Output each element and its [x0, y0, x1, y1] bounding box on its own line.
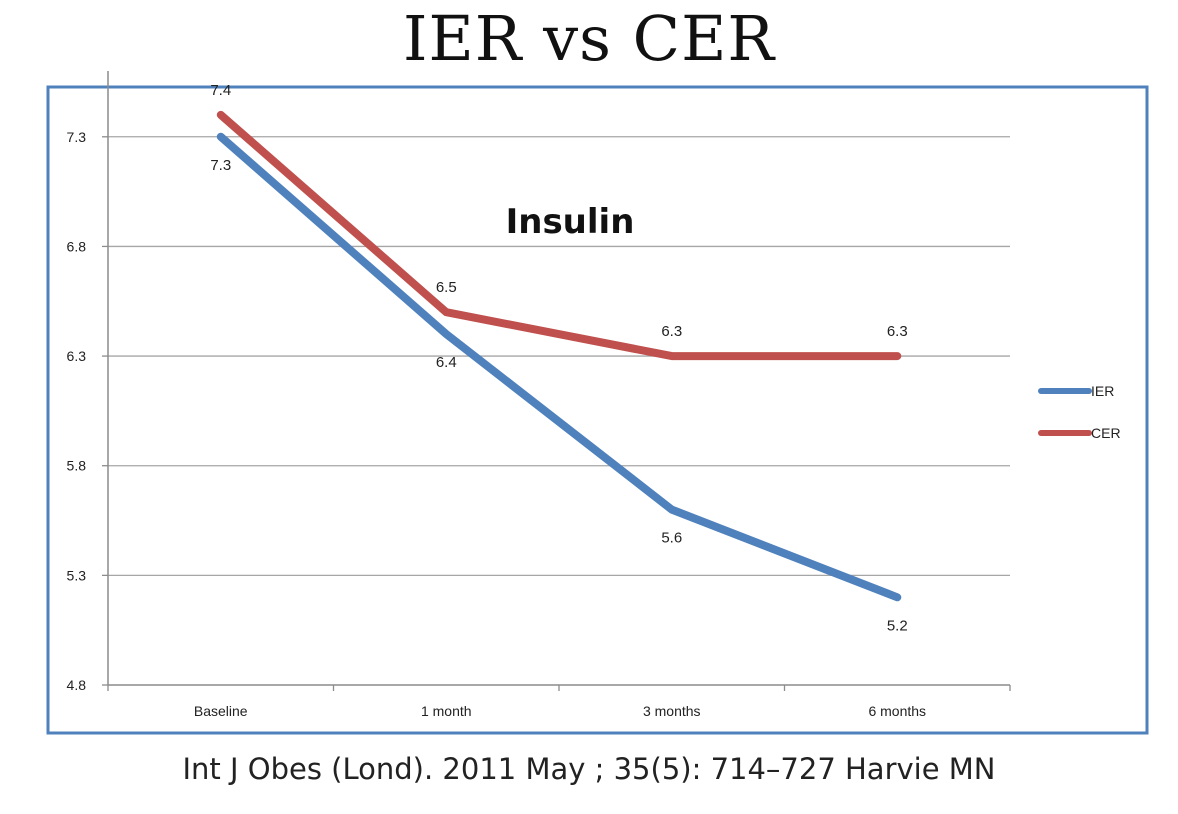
data-label-ier: 7.3: [210, 157, 231, 174]
y-axis: 4.8 5.3 5.8 6.3 6.8 7.3: [67, 71, 109, 693]
data-label-cer: 6.3: [661, 323, 682, 340]
data-label-cer: 7.4: [210, 82, 231, 99]
y-tick-label: 4.8: [67, 677, 87, 693]
data-label-ier: 6.4: [436, 354, 457, 371]
series-line-cer: [216, 110, 902, 361]
data-labels: 7.3 6.4 5.6 5.2 7.4 6.5 6.3 6.3: [210, 82, 907, 634]
data-label-ier: 5.2: [887, 617, 908, 634]
legend-label-cer: CER: [1091, 425, 1121, 441]
y-tick-label: 5.8: [67, 458, 87, 474]
x-tick-label: 6 months: [868, 703, 926, 719]
chart-frame: [46, 85, 1149, 735]
y-tick-label: 6.3: [67, 348, 87, 364]
citation: Int J Obes (Lond). 2011 May ; 35(5): 714…: [182, 752, 996, 786]
x-tick-label: Baseline: [194, 703, 248, 719]
x-axis: Baseline 1 month 3 months 6 months: [107, 684, 1011, 719]
legend: IER CER: [1038, 383, 1121, 441]
chart-title: Insulin: [506, 202, 635, 242]
data-label-cer: 6.5: [436, 279, 457, 296]
y-tick-label: 7.3: [67, 129, 87, 145]
y-tick-label: 6.8: [67, 238, 87, 254]
slide-title: IER vs CER: [402, 2, 776, 75]
series-layer: [216, 110, 902, 602]
x-tick-label: 3 months: [643, 703, 701, 719]
series-line-ier: [216, 132, 902, 602]
x-tick-label: 1 month: [421, 703, 472, 719]
data-label-ier: 5.6: [661, 530, 682, 547]
y-tick-label: 5.3: [67, 567, 87, 583]
legend-label-ier: IER: [1091, 383, 1114, 399]
data-label-cer: 6.3: [887, 323, 908, 340]
